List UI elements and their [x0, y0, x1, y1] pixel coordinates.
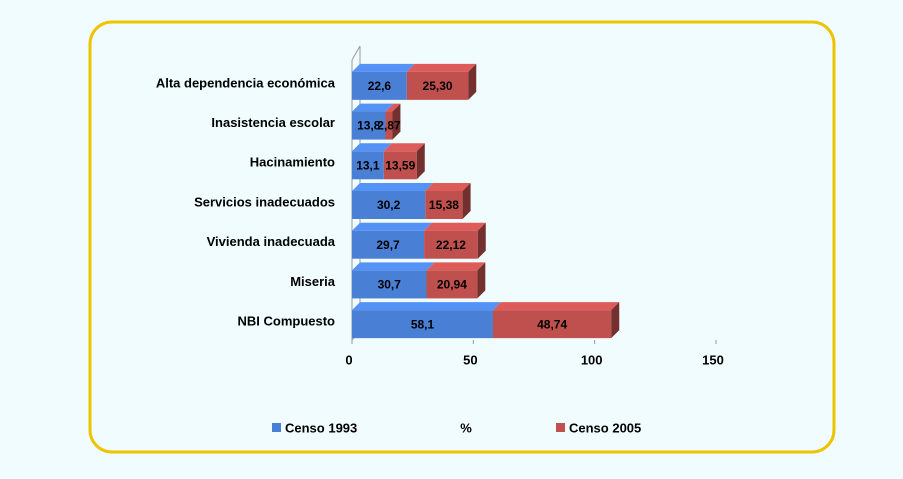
bar-top [352, 143, 392, 152]
bar [424, 230, 478, 259]
legend-swatch [272, 423, 281, 432]
bar [425, 191, 463, 219]
value-label: 2,87 [377, 119, 401, 133]
bar-top [352, 302, 501, 311]
bar-side [611, 302, 620, 339]
y-tick-label: Inasistencia escolar [211, 115, 335, 130]
bar [492, 310, 612, 339]
bar [352, 191, 426, 219]
bar-top [383, 143, 425, 152]
bar-top [406, 63, 477, 72]
bar [385, 111, 393, 140]
value-label: 13,1 [356, 158, 380, 172]
bar-top [352, 63, 415, 72]
bar-top [492, 302, 620, 311]
legend-swatch [556, 423, 565, 432]
legend-label: Censo 2005 [569, 420, 641, 435]
x-tick-label: 0 [345, 352, 352, 367]
bar-top [352, 103, 394, 112]
y-tick-label: Servicios inadecuados [194, 194, 335, 209]
value-label: 29,7 [376, 238, 400, 252]
bar-top [385, 103, 401, 112]
value-label: 22,12 [436, 238, 466, 252]
y-tick-label: Miseria [290, 274, 336, 289]
y-tick-label: NBI Compuesto [238, 314, 336, 329]
y-tick-label: Vivienda inadecuada [207, 234, 336, 249]
value-label: 15,38 [429, 198, 459, 212]
bar-side [477, 222, 486, 259]
bar-top [352, 262, 435, 271]
y-tick-label: Hacinamiento [250, 155, 335, 170]
x-tick-label: 100 [581, 352, 603, 367]
bar-top [425, 183, 471, 191]
value-label: 25,30 [423, 79, 453, 93]
bar-top [352, 183, 434, 191]
bar-side [416, 143, 425, 180]
value-label: 13,59 [385, 158, 415, 172]
axis-edge [351, 45, 361, 61]
value-label: 58,1 [411, 317, 435, 331]
bar-top [426, 262, 486, 271]
value-label: 30,7 [378, 278, 402, 292]
bar [383, 151, 417, 180]
bar-side [462, 183, 471, 219]
x-tick-label: 150 [702, 352, 724, 367]
value-label: 20,94 [437, 278, 467, 292]
value-label: 30,2 [377, 198, 401, 212]
bar [352, 230, 425, 259]
x-tick-label: 50 [463, 352, 477, 367]
bar-side [468, 63, 477, 100]
bar [352, 71, 407, 100]
y-tick-label: Alta dependencia económica [156, 75, 336, 90]
bar-top [352, 222, 433, 231]
legend-label: Censo 1993 [285, 420, 357, 435]
bar-side [392, 103, 401, 140]
bar [352, 111, 386, 140]
bar-top [424, 222, 486, 231]
bar [352, 151, 384, 180]
bar [426, 270, 478, 299]
value-label: 48,74 [537, 317, 567, 331]
value-label: 13,8 [357, 119, 381, 133]
bar [352, 310, 493, 339]
value-label: 22,6 [368, 79, 392, 93]
bar [406, 71, 469, 100]
bar-side [477, 262, 486, 299]
bar [352, 270, 427, 299]
x-axis-label: % [460, 420, 472, 435]
